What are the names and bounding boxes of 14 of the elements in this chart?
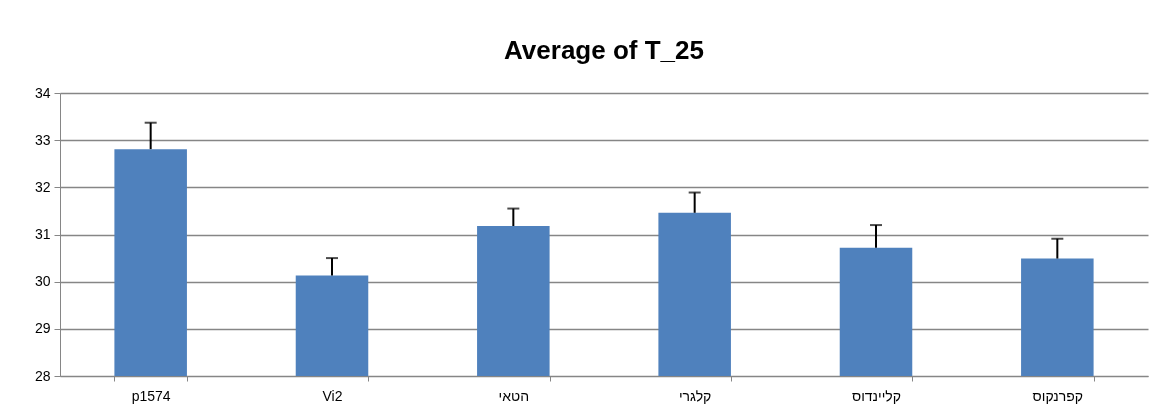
y-tick-label: 32 xyxy=(34,178,51,195)
x-tick-label: הטאי xyxy=(498,387,530,404)
y-tick-label: 29 xyxy=(34,320,51,337)
y-tick-label: 33 xyxy=(34,131,51,148)
x-tick-label: קפרנקוס xyxy=(1032,387,1084,404)
x-tick-label: קלגרי xyxy=(678,387,712,404)
y-tick-label: 30 xyxy=(34,273,51,290)
x-tick-label: Vi2 xyxy=(322,387,343,404)
x-tick-label: קליינדוס xyxy=(852,387,901,404)
chart-title: Average of T_25 xyxy=(504,35,704,65)
y-tick-label: 28 xyxy=(34,367,51,384)
x-tick-label: p1574 xyxy=(131,387,171,404)
y-tick-label: 31 xyxy=(34,226,51,242)
y-tick-label: 34 xyxy=(34,84,51,101)
